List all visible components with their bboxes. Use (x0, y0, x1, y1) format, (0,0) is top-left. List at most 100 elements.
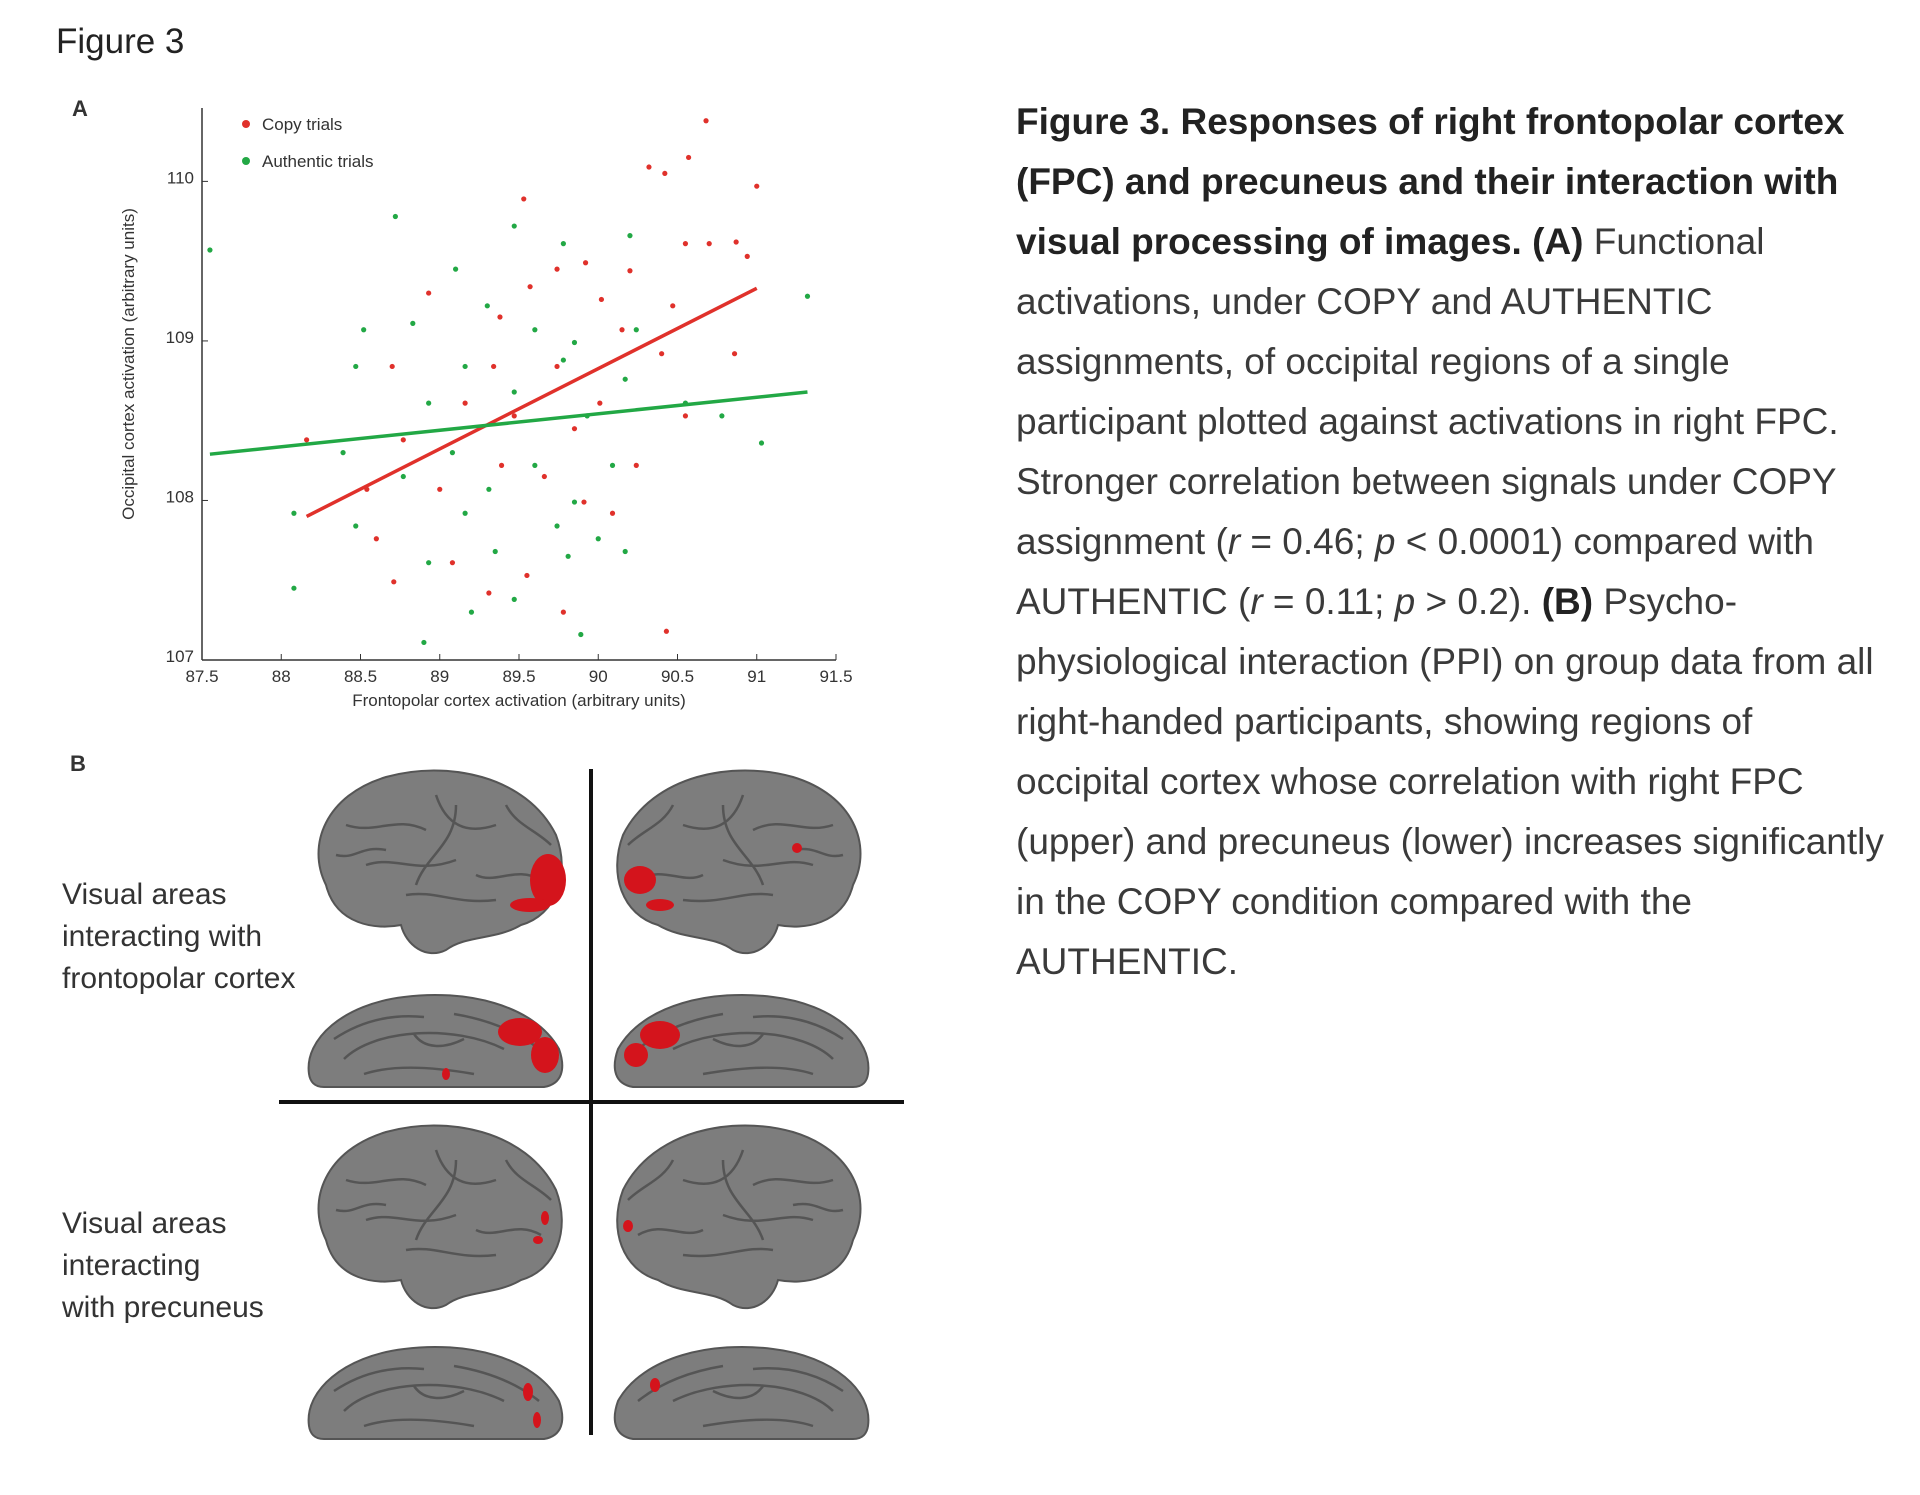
caption: Figure 3. Responses of right frontopolar… (1016, 92, 1886, 992)
point (400, 437, 406, 443)
x-tick-label: 90.5 (661, 667, 694, 686)
point (426, 400, 432, 406)
point (719, 413, 725, 419)
point (491, 363, 497, 370)
point (462, 363, 468, 370)
point (609, 462, 616, 468)
x-tick-label: 89.5 (502, 667, 535, 686)
point (453, 266, 459, 272)
x-tick-label: 87.5 (185, 667, 218, 686)
point (498, 462, 505, 468)
y-tick-label: 107 (166, 647, 194, 666)
point (426, 560, 432, 566)
row-label: interacting (62, 1249, 200, 1282)
point (486, 590, 492, 596)
point (524, 572, 530, 579)
point (744, 253, 750, 259)
legend-marker (242, 120, 250, 128)
point (554, 363, 560, 370)
point (703, 118, 709, 124)
y-tick-label: 109 (166, 328, 194, 347)
caption-run: r (1250, 581, 1263, 622)
point (492, 548, 498, 555)
caption-run: p (1374, 521, 1396, 562)
point (560, 357, 566, 363)
caption-run: (B) (1541, 581, 1594, 622)
point (389, 363, 395, 370)
point (449, 560, 456, 566)
x-tick-label: 90 (589, 667, 608, 686)
fit-line (209, 390, 808, 456)
point (373, 536, 379, 542)
point (426, 290, 432, 296)
point (659, 351, 665, 357)
panel-label: A (72, 96, 88, 121)
point (560, 241, 566, 247)
point (437, 486, 443, 492)
point (391, 579, 397, 585)
point (595, 536, 601, 542)
point (582, 260, 589, 266)
caption-run: p (1394, 581, 1416, 622)
point (598, 296, 605, 303)
point (758, 440, 765, 446)
y-tick-label: 110 (167, 168, 194, 187)
activation-blobs (442, 843, 802, 1428)
point (646, 164, 652, 170)
point (670, 303, 676, 309)
point (622, 548, 628, 555)
row-label: with precuneus (61, 1291, 264, 1324)
point (733, 239, 739, 245)
fit-line (305, 286, 758, 518)
point (571, 339, 578, 346)
point (633, 327, 639, 333)
point (682, 241, 689, 247)
point (511, 413, 517, 419)
brain-medial (613, 1345, 870, 1441)
point (597, 400, 603, 406)
point (410, 320, 416, 326)
caption-run: = 0.46; (1240, 521, 1375, 562)
point (291, 585, 297, 591)
x-tick-label: 88 (272, 667, 291, 686)
point (804, 293, 811, 299)
point (291, 510, 297, 516)
panel-label: B (70, 751, 86, 776)
x-tick-label: 91.5 (819, 667, 852, 686)
x-axis-label: Frontopolar cortex activation (arbitrary… (352, 691, 686, 710)
brain-lateral (615, 1124, 862, 1310)
point (571, 426, 578, 432)
point (554, 523, 560, 529)
point (511, 223, 517, 229)
legend-label: Copy trials (262, 115, 342, 134)
point (581, 499, 587, 505)
x-tick-label: 89 (430, 667, 449, 686)
point (462, 400, 468, 406)
point (571, 499, 578, 505)
point (449, 450, 456, 456)
caption-run: > 0.2). (1415, 581, 1542, 622)
point (622, 376, 628, 382)
figure-heading: Figure 3 (56, 22, 185, 61)
legend-marker (242, 157, 250, 165)
brain-lateral (317, 769, 564, 955)
point (663, 628, 670, 634)
point (400, 473, 406, 480)
row-label: frontopolar cortex (62, 962, 295, 995)
point (662, 170, 668, 177)
point (353, 363, 359, 370)
point (682, 413, 689, 419)
point (633, 462, 639, 468)
point (541, 473, 547, 480)
point (532, 327, 538, 333)
y-tick-label: 108 (166, 487, 194, 506)
point (340, 450, 346, 456)
row-label: Visual areas (62, 1207, 227, 1240)
brain-images (279, 769, 904, 1441)
point (609, 510, 616, 516)
point (565, 553, 571, 559)
brain-lateral (317, 1124, 564, 1310)
point (685, 154, 692, 161)
